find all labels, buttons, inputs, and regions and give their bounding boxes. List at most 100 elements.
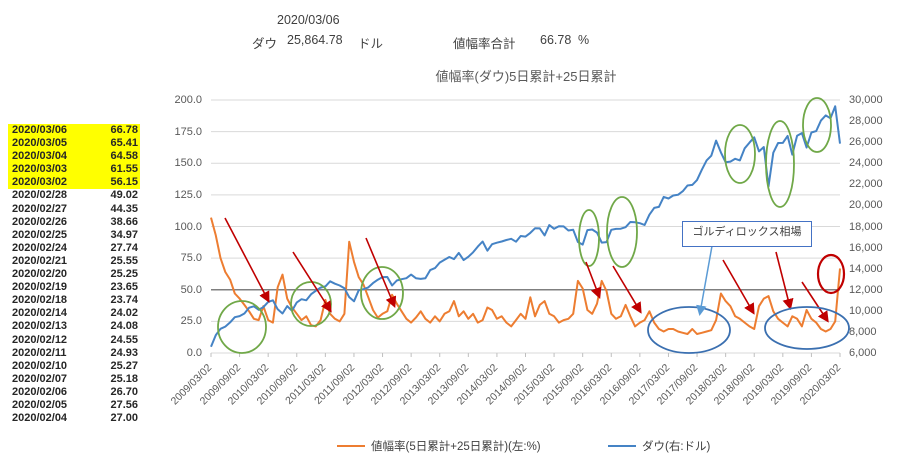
table-cell-date[interactable]: 2020/02/10 <box>12 359 68 372</box>
table-row[interactable]: 2020/03/05 65.41 <box>8 137 140 151</box>
table-row[interactable]: 2020/02/25 34.97 <box>8 229 140 242</box>
table-row[interactable]: 2020/03/06 66.78 <box>8 124 140 138</box>
table-row[interactable]: 2020/03/04 64.58 <box>8 150 140 164</box>
table-row[interactable]: 2020/02/11 24.93 <box>8 347 140 360</box>
table-cell-value[interactable]: 27.74 <box>110 241 138 254</box>
red-arrow-marker <box>801 281 829 323</box>
table-cell-date[interactable]: 2020/02/04 <box>12 412 68 425</box>
legend-item[interactable]: 値幅率(5日累計+25日累計)(左:%) <box>337 438 541 454</box>
y-axis-label-left: 100.0 <box>174 220 202 233</box>
table-cell-date[interactable]: 2020/02/18 <box>12 294 68 307</box>
blue-oval-marker <box>647 306 731 354</box>
header-total-label: 値幅率合計 <box>453 37 516 51</box>
table-cell-value[interactable]: 66.78 <box>110 124 138 136</box>
table-row[interactable]: 2020/02/06 26.70 <box>8 386 140 399</box>
table-row[interactable]: 2020/02/27 44.35 <box>8 203 140 216</box>
table-cell-date[interactable]: 2020/02/28 <box>12 189 68 202</box>
table-cell-date[interactable]: 2020/02/12 <box>12 333 68 346</box>
table-cell-value[interactable]: 24.08 <box>110 320 138 333</box>
table-row[interactable]: 2020/02/10 25.27 <box>8 360 140 373</box>
y-axis-label-right: 12,000 <box>849 283 883 296</box>
goldilocks-callout: ゴルディロックス相場 <box>682 221 812 247</box>
table-cell-date[interactable]: 2020/03/04 <box>12 150 68 163</box>
table-cell-date[interactable]: 2020/02/25 <box>12 228 68 241</box>
y-axis-label-right: 30,000 <box>849 94 883 106</box>
table-cell-value[interactable]: 38.66 <box>110 215 138 228</box>
table-cell-date[interactable]: 2020/02/20 <box>12 268 68 281</box>
table-cell-date[interactable]: 2020/02/19 <box>12 281 68 294</box>
table-cell-value[interactable]: 49.02 <box>110 189 138 202</box>
green-oval-marker <box>724 124 756 184</box>
table-row[interactable]: 2020/02/05 27.56 <box>8 399 140 412</box>
table-cell-date[interactable]: 2020/02/07 <box>12 372 68 385</box>
table-cell-date[interactable]: 2020/03/03 <box>12 163 68 176</box>
table-cell-value[interactable]: 25.27 <box>110 359 138 372</box>
table-row[interactable]: 2020/02/19 23.65 <box>8 281 140 294</box>
table-row[interactable]: 2020/02/07 25.18 <box>8 373 140 386</box>
table-cell-date[interactable]: 2020/02/06 <box>12 385 68 398</box>
table-cell-value[interactable]: 24.55 <box>110 333 138 346</box>
table-cell-value[interactable]: 65.41 <box>110 137 138 150</box>
table-cell-date[interactable]: 2020/03/05 <box>12 137 68 150</box>
table-row[interactable]: 2020/02/18 23.74 <box>8 294 140 307</box>
table-cell-date[interactable]: 2020/02/14 <box>12 307 68 320</box>
y-axis-label-right: 26,000 <box>849 136 883 149</box>
table-cell-value[interactable]: 26.70 <box>110 385 138 398</box>
table-cell-value[interactable]: 25.18 <box>110 372 138 385</box>
green-oval-marker <box>802 97 832 153</box>
table-row[interactable]: 2020/02/04 27.00 <box>8 412 140 425</box>
y-axis-label-right: 8,000 <box>849 325 877 338</box>
y-axis-label-left: 150.0 <box>174 157 202 170</box>
table-cell-date[interactable]: 2020/02/05 <box>12 398 68 411</box>
table-row[interactable]: 2020/02/21 25.55 <box>8 255 140 268</box>
table-cell-value[interactable]: 44.35 <box>110 202 138 215</box>
y-axis-label-left: 0.0 <box>186 347 202 359</box>
table-cell-value[interactable]: 27.00 <box>110 412 138 425</box>
table-row[interactable]: 2020/02/14 24.02 <box>8 307 140 320</box>
table-row[interactable]: 2020/02/12 24.55 <box>8 334 140 347</box>
table-cell-value[interactable]: 24.02 <box>110 307 138 320</box>
red-arrow-marker <box>722 259 755 315</box>
legend-label: 値幅率(5日累計+25日累計)(左:%) <box>371 441 541 453</box>
legend-item[interactable]: ダウ(右:ドル) <box>608 438 710 454</box>
table-cell-date[interactable]: 2020/02/11 <box>12 346 67 359</box>
table-row[interactable]: 2020/02/20 25.25 <box>8 268 140 281</box>
y-axis-label-right: 6,000 <box>849 347 877 359</box>
table-row[interactable]: 2020/02/28 49.02 <box>8 189 140 202</box>
table-cell-value[interactable]: 23.65 <box>110 281 138 294</box>
table-row[interactable]: 2020/03/03 61.55 <box>8 163 140 177</box>
y-axis-label-right: 14,000 <box>849 262 883 275</box>
table-cell-date[interactable]: 2020/02/24 <box>12 241 68 254</box>
table-cell-value[interactable]: 56.15 <box>110 176 138 189</box>
red-arrow-marker <box>224 217 270 303</box>
y-axis-label-left: 200.0 <box>174 94 202 106</box>
table-row[interactable]: 2020/02/13 24.08 <box>8 320 140 333</box>
table-cell-value[interactable]: 61.55 <box>110 163 138 176</box>
table-cell-date[interactable]: 2020/02/27 <box>12 202 68 215</box>
table-row[interactable]: 2020/02/26 38.66 <box>8 216 140 229</box>
y-axis-label-right: 22,000 <box>849 178 883 191</box>
header-dow-value: 25,864.78 <box>287 33 343 47</box>
legend-swatch <box>337 444 365 448</box>
table-cell-value[interactable]: 25.25 <box>110 268 138 281</box>
table-cell-date[interactable]: 2020/03/06 <box>12 124 68 136</box>
header-date: 2020/03/06 <box>277 13 340 27</box>
table-cell-value[interactable]: 64.58 <box>110 150 138 163</box>
table-cell-value[interactable]: 23.74 <box>110 294 138 307</box>
table-cell-date[interactable]: 2020/02/26 <box>12 215 68 228</box>
table-cell-value[interactable]: 34.97 <box>110 228 138 241</box>
table-row[interactable]: 2020/03/02 56.15 <box>8 176 140 190</box>
table-cell-value[interactable]: 27.56 <box>110 398 138 411</box>
date-value-table: 2020/03/06 66.78 2020/03/05 65.41 2020/03/04… <box>8 124 140 425</box>
table-row[interactable]: 2020/02/24 27.74 <box>8 242 140 255</box>
table-cell-date[interactable]: 2020/03/02 <box>12 176 68 189</box>
table-cell-value[interactable]: 25.55 <box>110 254 138 267</box>
y-axis-label-right: 20,000 <box>849 199 883 212</box>
y-axis-label-left: 25.0 <box>180 315 202 328</box>
table-cell-date[interactable]: 2020/02/21 <box>12 254 68 267</box>
table-cell-date[interactable]: 2020/02/13 <box>12 320 68 333</box>
table-cell-value[interactable]: 24.93 <box>110 346 138 359</box>
red-oval-marker <box>816 253 846 295</box>
